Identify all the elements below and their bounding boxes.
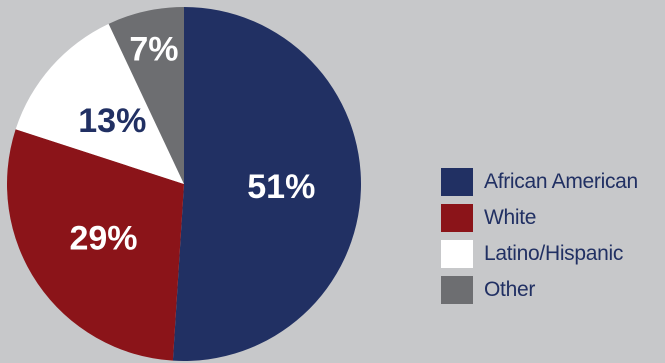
pie-slice-white xyxy=(6,129,184,361)
pie-slice-latino-hispanic xyxy=(15,23,185,184)
slice-label-latino-hispanic: 13% xyxy=(78,102,146,140)
pie-slice-other xyxy=(108,7,184,184)
legend-label-other: Other xyxy=(484,278,536,301)
legend-label-latino-hispanic: Latino/Hispanic xyxy=(484,242,624,265)
legend-swatch-latino-hispanic xyxy=(441,240,473,268)
legend-swatch-african-american xyxy=(441,168,473,196)
legend-item-latino-hispanic: Latino/Hispanic xyxy=(441,236,665,272)
slice-label-white: 29% xyxy=(69,220,137,258)
legend-item-african-american: African American xyxy=(441,164,665,200)
legend: African American White Latino/Hispanic O… xyxy=(441,164,665,308)
pie-slice-african-american xyxy=(172,7,362,361)
legend-label-african-american: African American xyxy=(484,170,638,193)
legend-swatch-other xyxy=(441,276,473,304)
legend-label-white: White xyxy=(484,206,537,229)
slice-label-other: 7% xyxy=(129,30,178,68)
legend-swatch-white xyxy=(441,204,473,232)
legend-item-white: White xyxy=(441,200,665,236)
legend-item-other: Other xyxy=(441,272,665,308)
pie-chart: 51% 29% 13% 7% xyxy=(6,7,362,361)
slice-label-african-american: 51% xyxy=(247,168,315,206)
